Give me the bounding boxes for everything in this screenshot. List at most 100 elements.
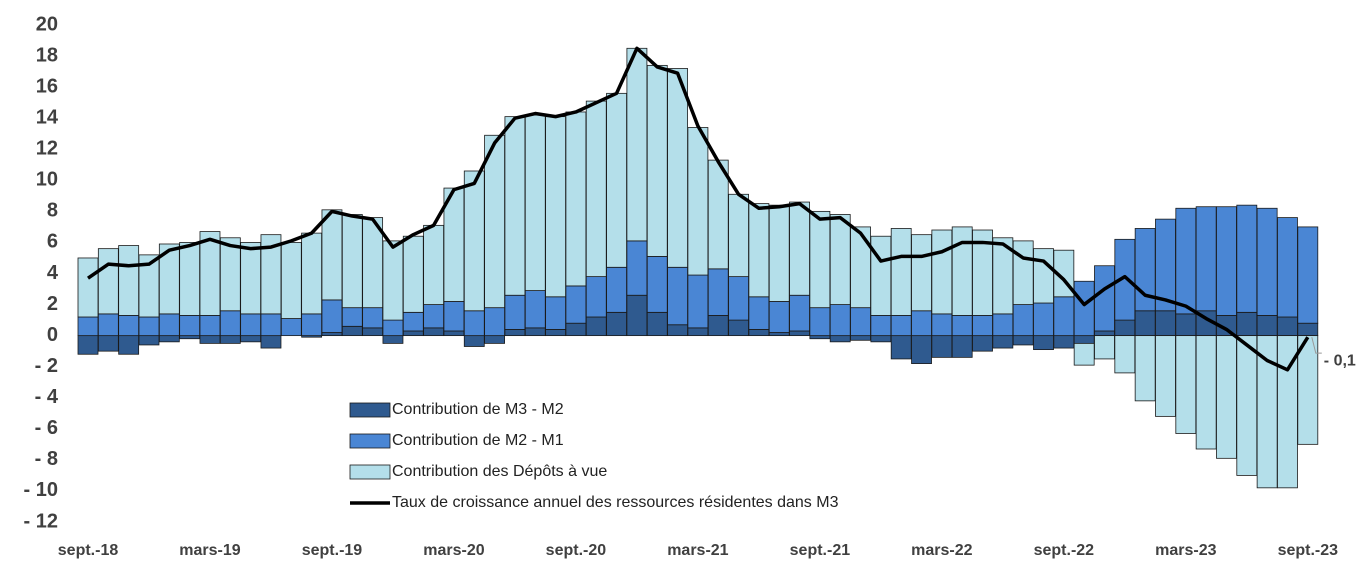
legend-swatch [349,464,391,480]
bar [1033,302,1054,337]
bar [484,335,506,344]
bar [1033,335,1054,351]
bar [1195,335,1217,450]
x-tick-label: mars-23 [1155,542,1216,559]
bar [1236,335,1258,476]
bar [707,315,729,337]
bar [1216,206,1237,316]
y-tick-label: - 10 [24,479,58,501]
bar [179,242,201,316]
bar [443,330,465,337]
bar [646,256,668,313]
bar [626,47,648,242]
bar [545,116,566,298]
bar [301,232,323,315]
bar [1012,240,1034,305]
bar [1236,204,1258,313]
y-tick-label: 0 [47,324,58,346]
bar [809,307,831,337]
y-tick-label: 4 [47,262,59,284]
bar [1195,206,1217,312]
bar [362,307,384,329]
bar [280,242,302,319]
bar [585,316,607,337]
bar [484,134,506,309]
x-tick-label: sept.-21 [790,542,851,559]
bar [1277,217,1298,318]
bar [118,335,140,355]
x-tick-label: mars-19 [179,542,240,559]
bar [565,285,587,324]
bar [931,313,953,337]
bar [1053,335,1075,349]
bar [260,335,282,349]
bar [219,335,241,344]
bar [423,224,445,305]
bar [77,316,99,337]
bar [870,315,892,337]
bar [423,327,445,337]
bar [1236,311,1258,337]
bar [911,335,932,364]
bar [423,304,445,329]
bar [992,313,1014,337]
bar [972,335,993,352]
legend-label: Contribution de M3 - M2 [392,401,564,418]
data-label: - 0,1 [1324,352,1356,369]
bar [97,313,119,337]
bar [463,335,485,347]
bar [260,313,282,337]
bar [850,335,871,341]
bar [504,294,526,330]
bar [931,229,953,315]
bar [850,226,871,309]
bar [1094,330,1115,337]
bar [667,324,688,337]
bar [951,226,973,316]
bar [667,68,688,268]
x-tick-label: sept.-23 [1278,542,1339,559]
bar [402,235,424,313]
y-tick-label: 8 [47,200,58,222]
bar [1053,296,1075,337]
bar [1134,335,1156,402]
legend-label: Contribution des Dépôts à vue [392,463,607,480]
bar [728,193,749,278]
bar [362,327,384,337]
bar [240,313,262,337]
bar [158,313,180,337]
bar [707,268,729,316]
bar [1297,335,1319,445]
x-tick-label: sept.-20 [546,542,607,559]
bar [565,111,587,287]
bar [463,170,485,312]
bar [443,301,465,332]
bar [829,214,851,305]
y-tick-label: - 12 [24,510,58,532]
bar [606,311,627,337]
bar [768,204,790,302]
bar [1175,335,1197,434]
bar [199,315,221,337]
legend-label: Contribution de M2 - M1 [392,432,564,449]
bar [138,335,160,346]
bar [199,335,221,344]
bar [748,296,770,330]
bar [1094,335,1115,360]
bar [77,335,99,355]
bar [1094,265,1115,332]
bar [646,64,668,257]
x-tick-label: mars-21 [667,542,728,559]
bar [158,335,180,343]
bar [585,276,607,318]
bar [1134,310,1156,337]
bar [463,310,485,337]
bar [972,315,993,337]
bar [748,203,770,298]
bar [1256,207,1278,316]
bar [626,294,648,337]
bar [524,290,546,329]
x-tick-label: mars-22 [911,542,972,559]
bar [1297,322,1319,337]
bar [179,315,201,337]
